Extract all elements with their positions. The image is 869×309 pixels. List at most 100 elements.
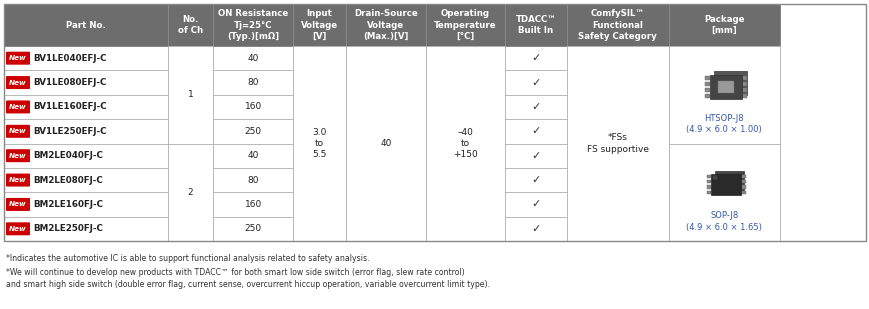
Text: New: New — [9, 226, 27, 232]
Bar — [740, 185, 745, 189]
Bar — [504, 70, 567, 95]
Bar — [4, 168, 168, 192]
Bar — [567, 70, 668, 95]
Bar — [668, 70, 779, 95]
Bar — [567, 46, 668, 241]
Bar — [346, 217, 425, 241]
Bar — [425, 217, 504, 241]
Text: Drain-Source
Voltage
(Max.)[V]: Drain-Source Voltage (Max.)[V] — [354, 9, 417, 40]
Text: ✓: ✓ — [531, 78, 540, 87]
Text: 250: 250 — [244, 224, 262, 233]
Text: Input
Voltage
[V]: Input Voltage [V] — [301, 9, 338, 40]
Bar — [168, 143, 213, 168]
Text: New: New — [9, 128, 27, 134]
Text: BM2LE250FJ-C: BM2LE250FJ-C — [33, 224, 103, 233]
Bar — [4, 95, 168, 119]
Bar — [504, 168, 567, 192]
Bar — [706, 191, 711, 194]
Bar — [704, 82, 709, 86]
Bar — [213, 143, 293, 168]
Bar — [213, 192, 293, 217]
Bar — [213, 168, 293, 192]
Bar — [567, 168, 668, 192]
Bar — [4, 192, 168, 217]
Bar — [567, 143, 668, 168]
Bar — [346, 168, 425, 192]
Bar — [721, 77, 738, 89]
Bar — [4, 70, 168, 95]
Text: New: New — [9, 104, 27, 110]
Bar — [213, 217, 293, 241]
Bar — [740, 180, 745, 184]
Bar — [668, 143, 779, 241]
Bar — [709, 75, 741, 99]
Bar — [293, 168, 346, 192]
Text: *We will continue to develop new products with TDACC™ for both smart low side sw: *We will continue to develop new product… — [6, 268, 489, 289]
Bar — [168, 4, 213, 46]
Bar — [293, 192, 346, 217]
FancyBboxPatch shape — [6, 198, 30, 211]
Bar — [213, 119, 293, 143]
Bar — [293, 217, 346, 241]
Bar — [168, 46, 213, 70]
Bar — [504, 192, 567, 217]
Bar — [668, 46, 779, 70]
Bar — [740, 175, 745, 178]
Text: BV1LE080EFJ-C: BV1LE080EFJ-C — [33, 78, 106, 87]
Bar — [504, 95, 567, 119]
Text: TDACC™
Built In: TDACC™ Built In — [514, 15, 555, 35]
Text: ✓: ✓ — [531, 151, 540, 161]
Bar — [668, 217, 779, 241]
Bar — [706, 185, 711, 189]
Bar — [425, 95, 504, 119]
Bar — [425, 192, 504, 217]
Text: ✓: ✓ — [531, 126, 540, 136]
Bar — [740, 191, 745, 194]
Text: Operating
Temperature
[°C]: Operating Temperature [°C] — [434, 9, 496, 40]
Bar — [704, 94, 709, 98]
Bar — [668, 4, 779, 46]
Bar — [346, 192, 425, 217]
Text: ComfySIL™
Functional
Safety Category: ComfySIL™ Functional Safety Category — [578, 9, 656, 40]
FancyBboxPatch shape — [6, 222, 30, 235]
Text: 40: 40 — [247, 151, 258, 160]
Text: New: New — [9, 79, 27, 86]
Text: 80: 80 — [247, 176, 259, 184]
Bar — [168, 217, 213, 241]
Bar — [741, 82, 746, 86]
Bar — [168, 95, 213, 119]
Bar — [293, 46, 346, 241]
Bar — [168, 70, 213, 95]
FancyBboxPatch shape — [6, 174, 30, 187]
Bar — [714, 171, 743, 192]
Text: ON Resistance
Tj=25°C
(Typ.)[mΩ]: ON Resistance Tj=25°C (Typ.)[mΩ] — [218, 9, 288, 40]
Bar — [741, 76, 746, 80]
Bar — [4, 4, 865, 241]
Text: No.
of Ch: No. of Ch — [178, 15, 203, 35]
Text: Package
[mm]: Package [mm] — [703, 15, 744, 35]
Bar — [346, 119, 425, 143]
Bar — [668, 46, 779, 143]
Text: 80: 80 — [247, 78, 259, 87]
Bar — [346, 143, 425, 168]
Bar — [293, 4, 346, 46]
Text: BM2LE160FJ-C: BM2LE160FJ-C — [33, 200, 103, 209]
Text: ✓: ✓ — [531, 224, 540, 234]
Bar — [425, 143, 504, 168]
Bar — [213, 70, 293, 95]
Bar — [213, 4, 293, 46]
Bar — [567, 4, 668, 46]
Bar — [706, 180, 711, 184]
Text: –40
to
+150: –40 to +150 — [452, 128, 477, 159]
Text: *FSs
FS supportive: *FSs FS supportive — [586, 133, 648, 154]
Bar — [168, 168, 213, 192]
Text: *Indicates the automotive IC is able to support functional analysis related to s: *Indicates the automotive IC is able to … — [6, 254, 369, 263]
FancyBboxPatch shape — [6, 76, 30, 89]
Bar — [567, 119, 668, 143]
Bar — [713, 71, 746, 95]
Text: HTSOP-J8
(4.9 × 6.0 × 1.00): HTSOP-J8 (4.9 × 6.0 × 1.00) — [686, 114, 761, 134]
Text: ✓: ✓ — [531, 199, 540, 210]
Bar — [168, 192, 213, 217]
Text: BV1LE160EFJ-C: BV1LE160EFJ-C — [33, 103, 107, 112]
Bar — [293, 70, 346, 95]
